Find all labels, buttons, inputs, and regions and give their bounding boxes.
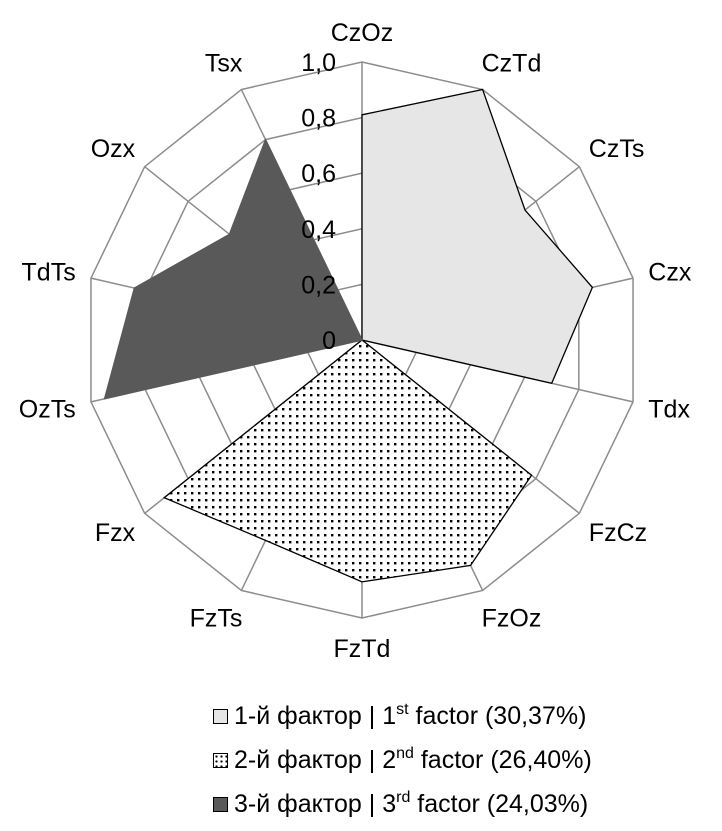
tick-label: 0,4 (301, 216, 336, 244)
axis-label: Tsx (205, 50, 243, 78)
legend-item-factor-3: 3-й фактор | 3rd factor (24,03%) (213, 782, 592, 826)
tick-label: 0,8 (301, 105, 336, 133)
tick-label: 0 (322, 327, 336, 355)
legend-swatch-factor-2 (213, 752, 228, 768)
legend-label: 1-й фактор | 1st factor (30,37%) (234, 701, 587, 731)
axis-label: FzTs (190, 604, 243, 632)
axis-label: Tdx (648, 396, 690, 424)
radar-chart: 0 0,2 0,4 0,6 0,8 1,0 CzOz CzTd CzTs Czx Tdx FzCz F… (19, 19, 692, 663)
axis-label: FzTd (334, 635, 391, 663)
series-area-factor-1 (361, 88, 594, 385)
series-area-factor-2 (162, 339, 533, 583)
legend: 1-й фактор | 1st factor (30,37%) 2-й фак… (213, 694, 592, 826)
axis-label: Czx (648, 258, 692, 286)
tick-label: 1,0 (301, 49, 336, 77)
axis-label: Ozx (91, 135, 136, 163)
tick-label: 0,2 (301, 271, 336, 299)
axis-label: FzOz (482, 604, 542, 632)
legend-swatch-factor-3 (213, 796, 228, 812)
axis-label: Fzx (95, 519, 136, 547)
legend-label: 2-й фактор | 2nd factor (26,40%) (234, 745, 592, 775)
axis-label: CzTs (589, 135, 645, 163)
legend-item-factor-1: 1-й фактор | 1st factor (30,37%) (213, 694, 592, 738)
legend-label: 3-й фактор | 3rd factor (24,03%) (234, 789, 589, 819)
axis-label: CzOz (331, 19, 394, 47)
legend-swatch-factor-1 (213, 708, 228, 724)
axis-label: FzCz (589, 519, 647, 547)
legend-item-factor-2: 2-й фактор | 2nd factor (26,40%) (213, 738, 592, 782)
axis-label: CzTd (482, 50, 542, 78)
axis-label: OzTs (19, 396, 76, 424)
axis-label: TdTs (22, 258, 76, 286)
tick-label: 0,6 (301, 160, 336, 188)
series-area-factor-3 (103, 137, 363, 400)
